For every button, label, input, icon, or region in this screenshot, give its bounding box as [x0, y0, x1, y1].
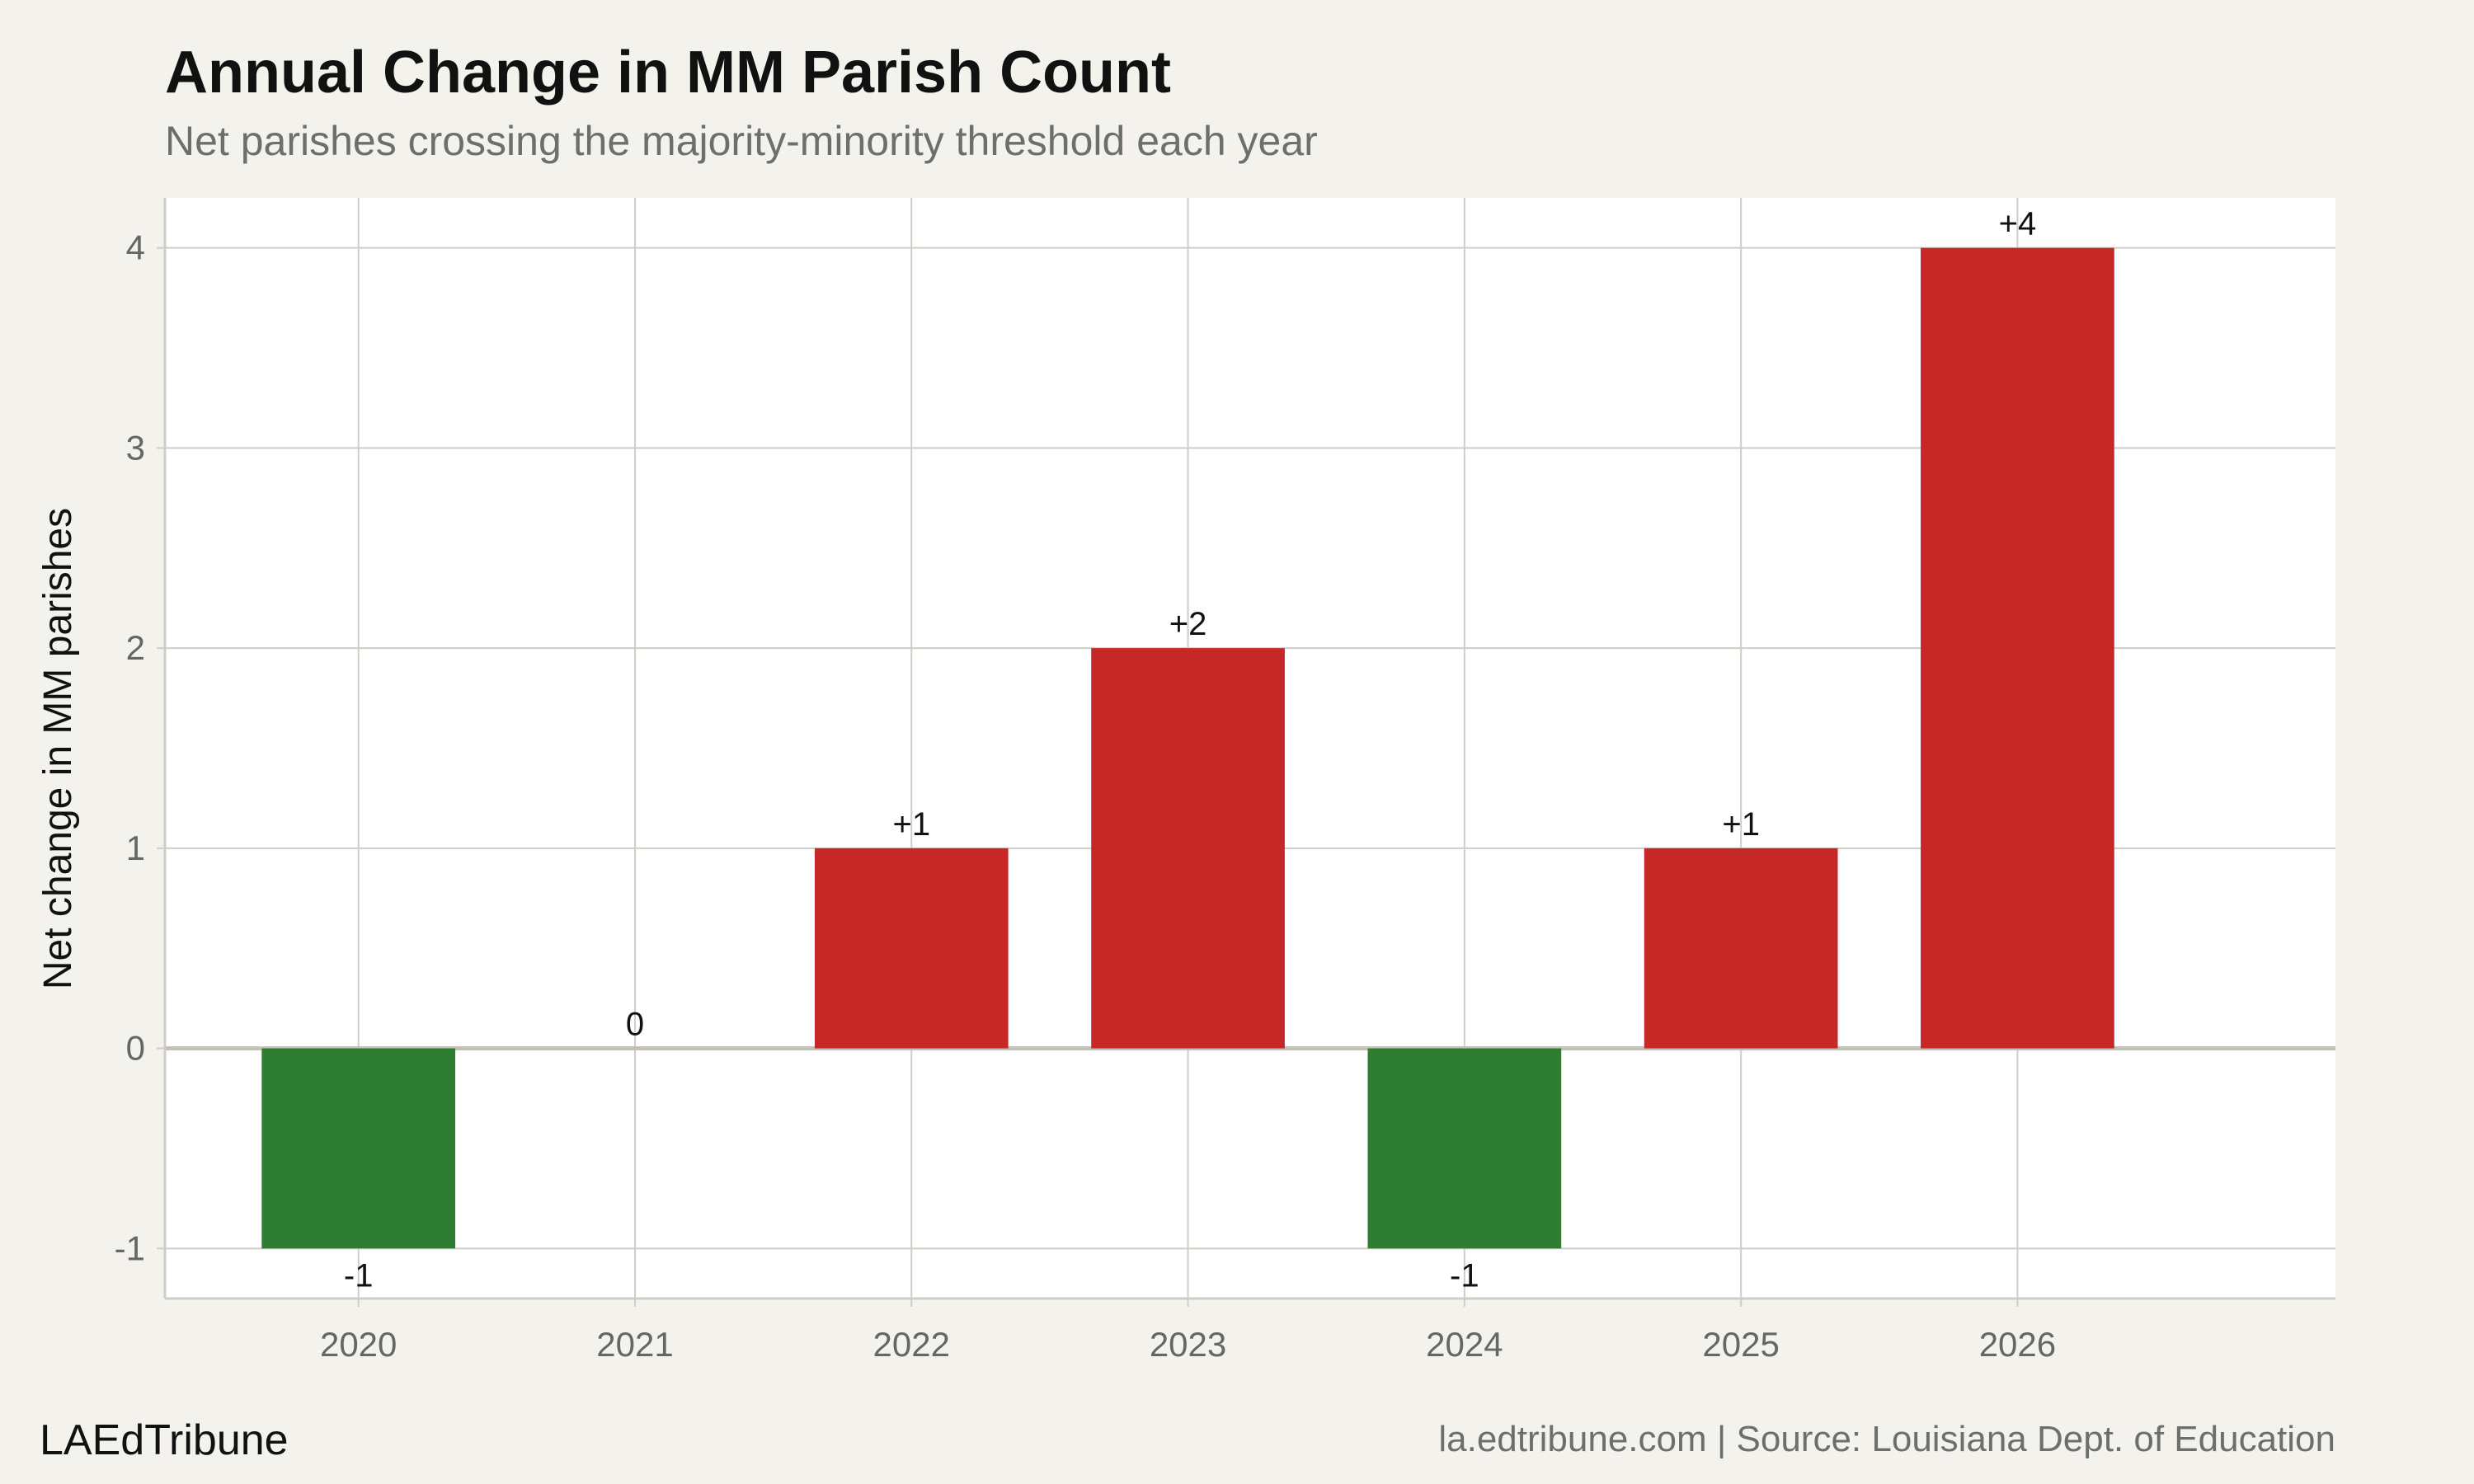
- x-tick-label: 2021: [596, 1325, 673, 1364]
- axis-layer: -1 0 1 2 3 4 2020 2021 2022 2023 2024 2025 2026: [115, 198, 2335, 1364]
- bar-data-label: +2: [1169, 606, 1207, 642]
- data-label-layer: -1 0 +1 +2 -1 +1 +4: [344, 206, 2036, 1294]
- bar-layer: [261, 247, 2114, 1249]
- bar-data-label: -1: [1450, 1257, 1479, 1294]
- bar-data-label: -1: [344, 1257, 374, 1294]
- x-tick-label: 2025: [1702, 1325, 1779, 1364]
- x-tick-label: 2022: [873, 1325, 950, 1364]
- x-tick-label: 2024: [1426, 1325, 1503, 1364]
- y-tick-label: 0: [126, 1029, 145, 1068]
- bar: [1367, 1048, 1562, 1249]
- chart-subtitle: Net parishes crossing the majority-minor…: [165, 118, 1318, 164]
- x-tick-label: 2026: [1979, 1325, 2056, 1364]
- bar-data-label: 0: [626, 1007, 644, 1043]
- x-tick-label: 2023: [1150, 1325, 1226, 1364]
- bar: [814, 848, 1009, 1049]
- y-tick-label: 4: [126, 228, 145, 267]
- bar: [1644, 848, 1838, 1049]
- chart-title: Annual Change in MM Parish Count: [165, 40, 1171, 106]
- y-tick-label: 1: [126, 829, 145, 867]
- bar-data-label: +1: [892, 806, 930, 843]
- y-tick-label: 3: [126, 428, 145, 467]
- y-tick-label: 2: [126, 628, 145, 667]
- y-axis-label: Net change in MM parishes: [36, 508, 80, 989]
- source-credit: la.edtribune.com | Source: Louisiana Dep…: [1438, 1419, 2335, 1459]
- x-tick-label: 2020: [320, 1325, 397, 1364]
- bar: [261, 1048, 456, 1249]
- bar: [1921, 247, 2114, 1049]
- y-tick-label: -1: [115, 1228, 145, 1267]
- bar: [1091, 648, 1285, 1049]
- bar-data-label: +1: [1722, 806, 1760, 843]
- bar-data-label: +4: [1999, 206, 2037, 242]
- brand-logo-text: LAEdTribune: [40, 1416, 289, 1464]
